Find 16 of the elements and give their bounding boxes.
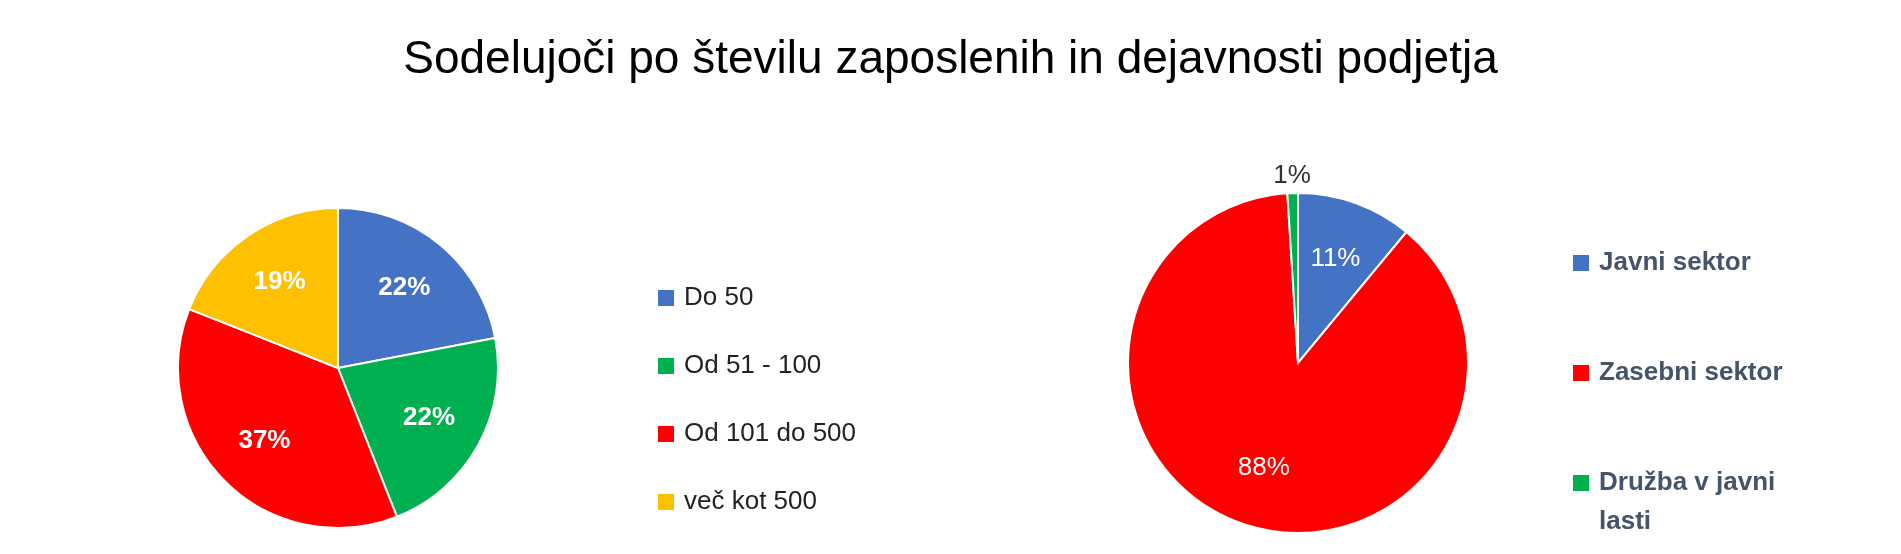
data-label: 19%: [253, 264, 306, 295]
data-label: 88%: [1237, 450, 1290, 481]
data-label: 1%: [1273, 158, 1311, 189]
legend-label: Zasebni sektor: [1599, 355, 1783, 386]
legend-label: Družba v javni lasti: [1599, 465, 1776, 535]
data-label: 37%: [238, 424, 291, 455]
data-label: 22%: [403, 400, 456, 431]
data-label: 11%: [1310, 241, 1361, 272]
data-label: 22%: [378, 270, 431, 301]
legend-label: Do 50: [684, 280, 754, 311]
legend-label: več kot 500: [684, 484, 817, 515]
pie-slice: [1127, 192, 1469, 534]
legend-label: Javni sektor: [1599, 245, 1751, 276]
legend-label: Od 51 - 100: [684, 348, 822, 379]
text: Sodelujoči po številu zaposlenih in dejavnosti podjetja: [403, 31, 1499, 83]
legend-label: Od 101 do 500: [684, 416, 857, 447]
